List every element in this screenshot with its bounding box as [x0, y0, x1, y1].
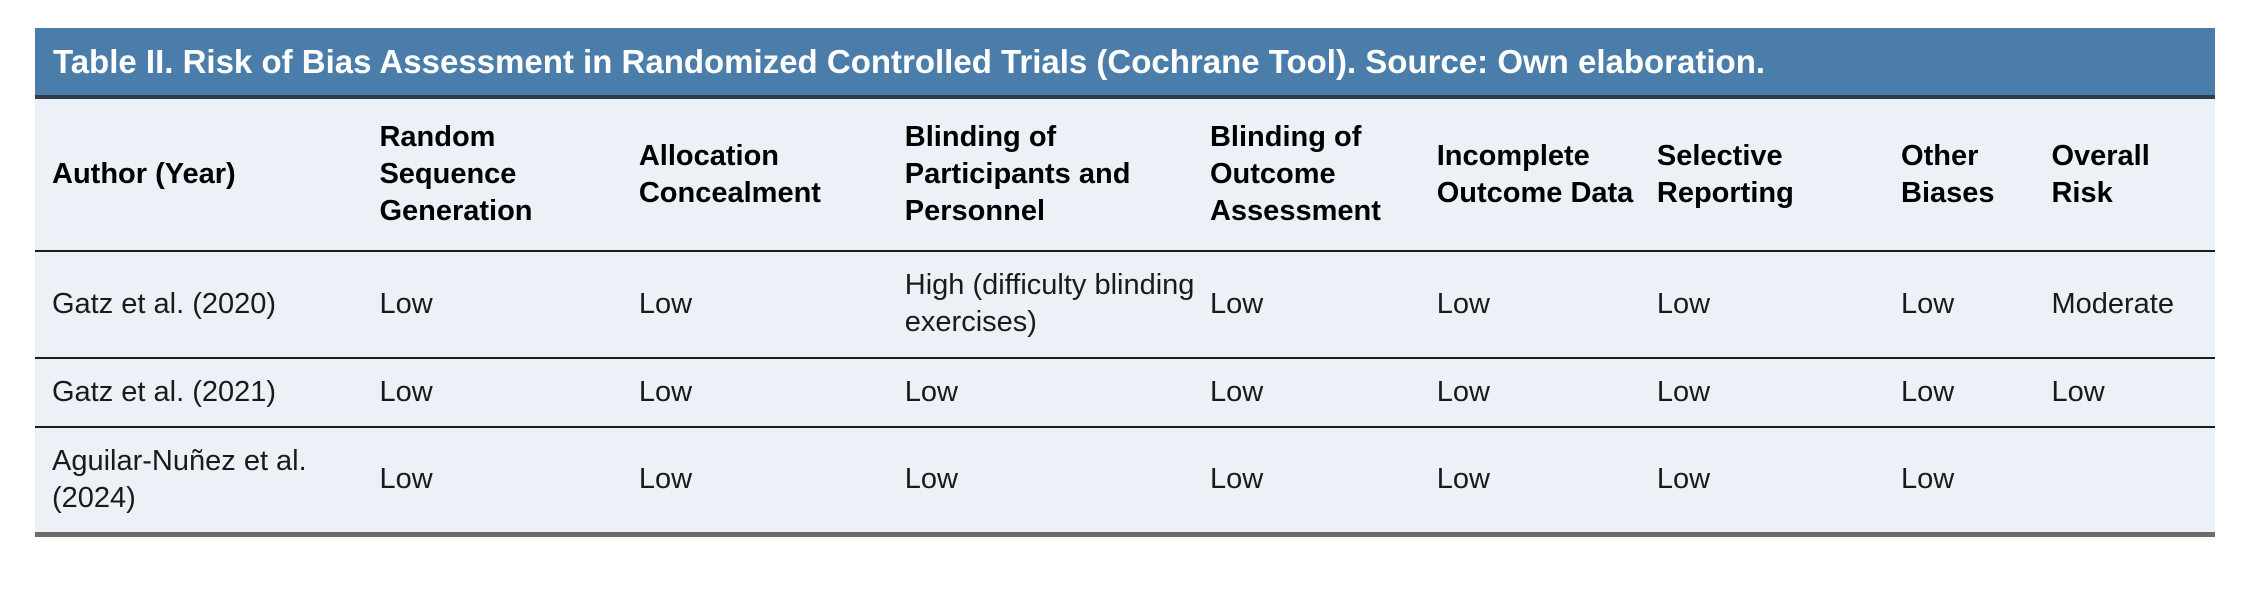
cell-incomplete-outcome: Low: [1436, 250, 1657, 358]
column-header-author-year: Author (Year): [52, 158, 236, 191]
risk-of-bias-table: Author (Year) Random Sequence Generation…: [35, 99, 2215, 537]
table-title: Table II. Risk of Bias Assessment in Ran…: [53, 42, 1766, 80]
column-header-blinding-outcome-assessment: Blinding of Outcome Assessment: [1209, 121, 1381, 228]
column-header-random-sequence-generation: Random Sequence Generation: [379, 121, 533, 228]
cell-random-sequence: Low: [379, 425, 639, 535]
table-row: Aguilar-Nuñez et al. (2024) Low Low Low …: [35, 425, 2215, 535]
cell-overall-risk: [2051, 425, 2215, 535]
cell-blinding-outcome: Low: [1209, 250, 1437, 358]
table-title-bar: Table II. Risk of Bias Assessment in Ran…: [35, 28, 2215, 99]
cell-random-sequence: Low: [379, 250, 639, 358]
column-header-selective-reporting: Selective Reporting: [1656, 139, 1794, 209]
cell-other-biases: Low: [1901, 425, 2052, 535]
table-body: Gatz et al. (2020) Low Low High (difficu…: [35, 250, 2215, 535]
cell-blinding-participants: Low: [904, 356, 1210, 427]
cell-author: Aguilar-Nuñez et al. (2024): [35, 425, 380, 535]
cell-author: Gatz et al. (2020): [35, 250, 380, 358]
cell-incomplete-outcome: Low: [1436, 425, 1657, 535]
table-row: Gatz et al. (2020) Low Low High (difficu…: [35, 250, 2215, 358]
column-header-other-biases: Other Biases: [1901, 139, 1995, 209]
cell-allocation-concealment: Low: [638, 356, 905, 427]
cell-overall-risk: Low: [2051, 356, 2215, 427]
cell-overall-risk: Moderate: [2051, 250, 2215, 358]
cell-blinding-participants: Low: [904, 425, 1210, 535]
cell-selective-reporting: Low: [1656, 250, 1902, 358]
cell-blinding-outcome: Low: [1209, 425, 1437, 535]
cell-allocation-concealment: Low: [638, 425, 905, 535]
cell-other-biases: Low: [1901, 356, 2052, 427]
cell-selective-reporting: Low: [1656, 356, 1902, 427]
column-header-incomplete-outcome-data: Incomplete Outcome Data: [1436, 139, 1634, 209]
column-header-overall-risk: Overall Risk: [2051, 139, 2150, 209]
column-header-allocation-concealment: Allocation Concealment: [638, 139, 821, 209]
table-header: Author (Year) Random Sequence Generation…: [35, 99, 2215, 251]
table-row: Gatz et al. (2021) Low Low Low Low Low L…: [35, 356, 2215, 427]
cell-incomplete-outcome: Low: [1436, 356, 1657, 427]
cell-allocation-concealment: Low: [638, 250, 905, 358]
cell-selective-reporting: Low: [1656, 425, 1902, 535]
column-header-blinding-participants-personnel: Blinding of Participants and Personnel: [904, 121, 1131, 228]
cell-blinding-outcome: Low: [1209, 356, 1437, 427]
cell-random-sequence: Low: [379, 356, 639, 427]
cell-blinding-participants: High (difficulty blinding exercises): [904, 250, 1210, 358]
cell-other-biases: Low: [1901, 250, 2052, 358]
header-row: Author (Year) Random Sequence Generation…: [35, 99, 2215, 251]
cell-author: Gatz et al. (2021): [35, 356, 380, 427]
risk-of-bias-table-container: Table II. Risk of Bias Assessment in Ran…: [35, 28, 2215, 537]
